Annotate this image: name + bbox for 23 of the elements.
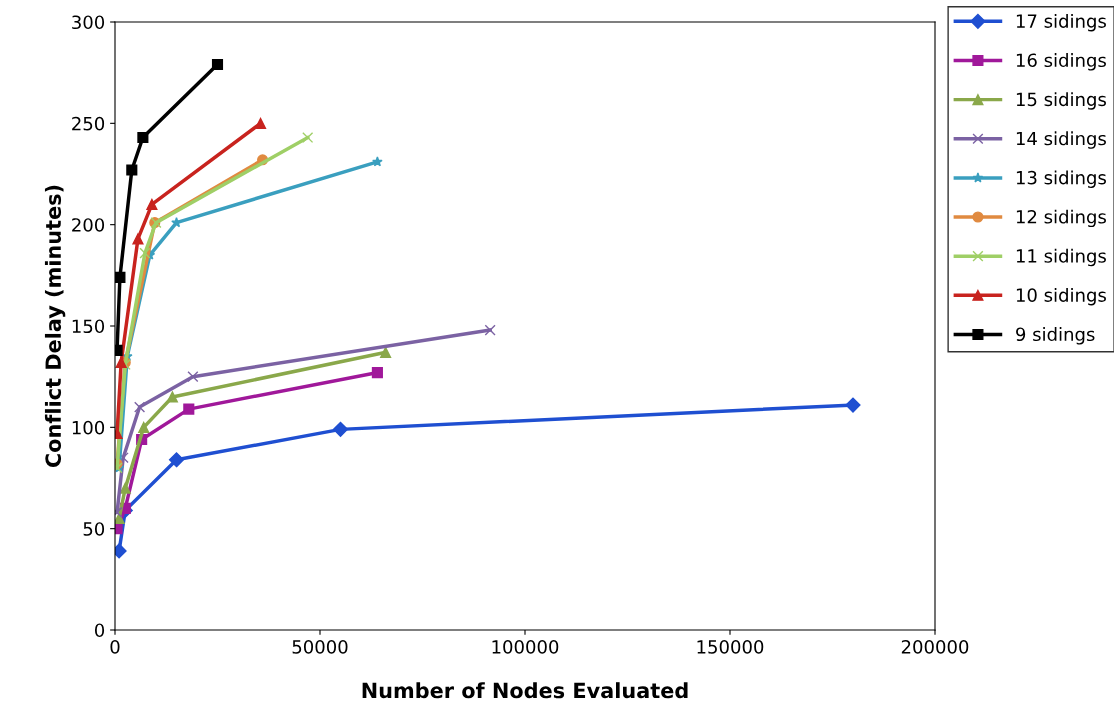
legend-label: 16 sidings (1016, 53, 1106, 71)
legend-label: 11 sidings (1016, 248, 1106, 267)
x-tick-label: 0 (110, 640, 120, 654)
y-tick-label: 100 (72, 420, 105, 435)
x-axis-title: Number of Nodes Evaluated (362, 682, 688, 699)
y-tick-label: 200 (72, 218, 105, 232)
x-tick-label: 200000 (901, 640, 969, 654)
legend-label: 10 sidings (1016, 287, 1106, 306)
legend-label: 17 sidings (1016, 13, 1106, 32)
legend-label: 9 sidings (1016, 327, 1095, 345)
legend-label: 15 sidings (1016, 92, 1106, 110)
y-axis-title: Conflict Delay (minutes) (44, 185, 66, 468)
y-tick-label: 0 (94, 623, 105, 638)
legend-label: 13 sidings (1016, 170, 1106, 188)
x-tick-label: 50000 (292, 640, 348, 654)
x-tick-label: 150000 (697, 640, 764, 654)
x-tick-label: 100000 (492, 640, 559, 654)
y-tick-label: 250 (72, 116, 105, 131)
legend-label: 14 sidings (1016, 131, 1106, 149)
y-tick-label: 300 (72, 15, 105, 30)
y-tick-label: 150 (72, 319, 105, 334)
y-tick-label: 50 (83, 522, 105, 536)
legend-label: 12 sidings (1016, 209, 1106, 228)
